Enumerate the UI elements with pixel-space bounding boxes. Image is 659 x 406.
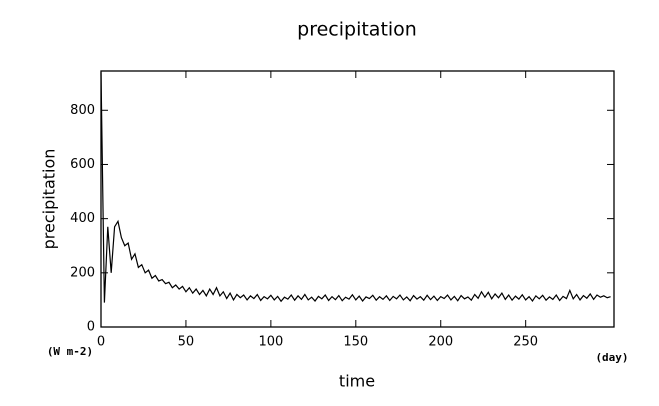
x-tick-label: 200 [428, 335, 453, 350]
y-axis-label: precipitation [40, 149, 59, 250]
y-tick-label: 600 [70, 157, 95, 172]
y-tick-label: 400 [70, 211, 95, 226]
x-unit: (day) [595, 351, 628, 364]
x-axis-label: time [339, 372, 375, 391]
y-tick-label: 200 [70, 265, 95, 280]
x-tick-label: 0 [97, 335, 105, 350]
y-unit: (W m-2) [47, 345, 93, 358]
data-line [100, 72, 611, 303]
plot-frame [100, 70, 615, 328]
chart-title: precipitation [297, 19, 417, 41]
x-tick-label: 100 [258, 335, 283, 350]
y-tick-label: 800 [70, 103, 95, 118]
y-tick-label: 0 [87, 320, 95, 335]
x-tick-label: 150 [343, 335, 368, 350]
x-tick-label: 250 [513, 335, 538, 350]
x-tick-label: 50 [178, 335, 195, 350]
